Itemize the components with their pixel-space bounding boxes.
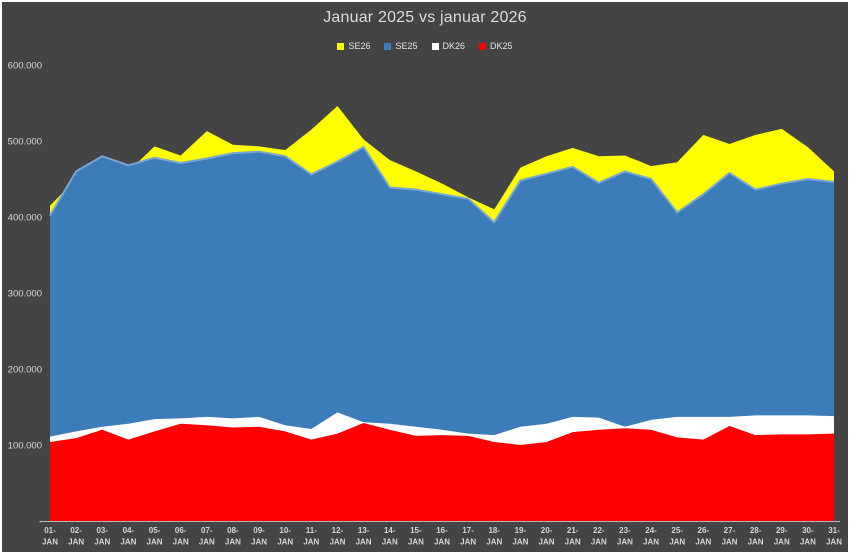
x-axis-labels: 01-JAN 02-JAN 03-JAN 04-JAN 05-JAN 06-JAN 07-J… bbox=[42, 526, 842, 547]
series-area-dk25 bbox=[50, 422, 834, 521]
legend-item-se26: SE26 bbox=[337, 41, 370, 51]
legend-label: SE26 bbox=[348, 41, 371, 51]
x-tick-label: 17-JAN bbox=[460, 526, 476, 547]
x-tick-label: 08-JAN bbox=[225, 526, 241, 547]
x-tick-label: 13-JAN bbox=[356, 526, 372, 547]
x-tick-label: 12-JAN bbox=[329, 526, 345, 547]
x-tick-label: 23-JAN bbox=[617, 526, 633, 547]
series-edge-se25 bbox=[49, 146, 835, 224]
legend-swatch-dk26 bbox=[431, 42, 439, 50]
x-tick-label: 22-JAN bbox=[591, 526, 607, 547]
x-tick-label: 27-JAN bbox=[721, 526, 737, 547]
x-tick-label: 31-JAN bbox=[826, 526, 842, 547]
y-tick-label: 400.000 bbox=[8, 213, 42, 224]
y-tick-label: 300.000 bbox=[8, 289, 42, 300]
y-tick-label: 100.000 bbox=[8, 441, 42, 452]
legend-item-se25: SE25 bbox=[384, 41, 418, 51]
legend: SE26 SE25 DK26 DK25 bbox=[2, 41, 848, 51]
legend-label: SE25 bbox=[395, 41, 418, 51]
x-tick-label: 03-JAN bbox=[94, 526, 110, 547]
x-tick-label: 25-JAN bbox=[669, 526, 685, 547]
x-tick-label: 18-JAN bbox=[486, 526, 502, 547]
x-tick-label: 21-JAN bbox=[565, 526, 581, 547]
y-tick-label: - bbox=[39, 517, 42, 528]
y-tick-label: 200.000 bbox=[8, 365, 42, 376]
legend-swatch-dk25 bbox=[479, 42, 487, 50]
x-tick-label: 06-JAN bbox=[173, 526, 189, 547]
y-tick-label: 500.000 bbox=[8, 137, 42, 148]
x-tick-label: 05-JAN bbox=[147, 526, 163, 547]
x-tick-label: 04-JAN bbox=[120, 526, 136, 547]
x-tick-label: 19-JAN bbox=[512, 526, 528, 547]
x-tick-label: 24-JAN bbox=[643, 526, 659, 547]
x-tick-label: 16-JAN bbox=[434, 526, 450, 547]
x-tick-label: 11-JAN bbox=[303, 526, 319, 547]
x-tick-label: 14-JAN bbox=[382, 526, 398, 547]
legend-label: DK26 bbox=[442, 41, 466, 51]
x-tick-label: 01-JAN bbox=[42, 526, 58, 547]
x-tick-label: 09-JAN bbox=[251, 526, 267, 547]
x-tick-label: 30-JAN bbox=[800, 526, 816, 547]
y-axis-labels: 600.000 500.000 400.000 300.000 200.000 100.0… bbox=[8, 61, 42, 528]
chart-title: Januar 2025 vs januar 2026 bbox=[323, 9, 527, 26]
x-tick-label: 10-JAN bbox=[277, 526, 293, 547]
x-tick-label: 20-JAN bbox=[539, 526, 555, 547]
x-tick-label: 15-JAN bbox=[408, 526, 424, 547]
legend-label: DK25 bbox=[490, 41, 513, 51]
x-tick-label: 02-JAN bbox=[68, 526, 84, 547]
x-tick-label: 29-JAN bbox=[774, 526, 790, 547]
x-tick-label: 07-JAN bbox=[199, 526, 215, 547]
legend-item-dk26: DK26 bbox=[431, 41, 466, 51]
legend-item-dk25: DK25 bbox=[479, 41, 513, 51]
y-tick-label: 600.000 bbox=[8, 61, 42, 72]
legend-swatch-se26 bbox=[337, 42, 345, 50]
x-tick-label: 26-JAN bbox=[695, 526, 711, 547]
legend-swatch-se25 bbox=[384, 42, 392, 50]
x-tick-label: 28-JAN bbox=[748, 526, 764, 547]
